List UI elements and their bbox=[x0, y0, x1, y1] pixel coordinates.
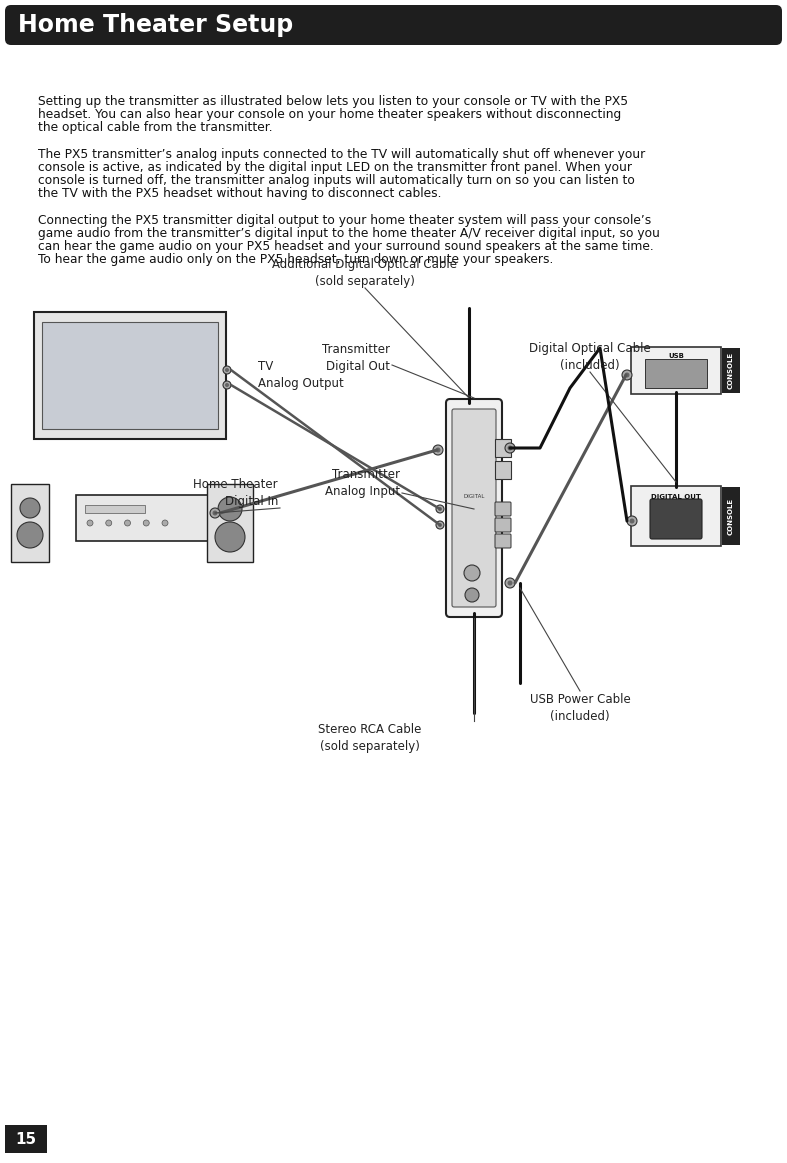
Circle shape bbox=[212, 511, 217, 515]
Circle shape bbox=[162, 520, 168, 526]
Circle shape bbox=[438, 507, 442, 511]
Circle shape bbox=[210, 508, 220, 518]
Text: Transmitter
Analog Input: Transmitter Analog Input bbox=[325, 468, 400, 498]
Circle shape bbox=[627, 516, 637, 526]
Text: the TV with the PX5 headset without having to disconnect cables.: the TV with the PX5 headset without havi… bbox=[38, 187, 442, 200]
Circle shape bbox=[436, 521, 444, 529]
Text: console is active, as indicated by the digital input LED on the transmitter fron: console is active, as indicated by the d… bbox=[38, 160, 632, 174]
Text: Stereo RCA Cable
(sold separately): Stereo RCA Cable (sold separately) bbox=[318, 723, 422, 752]
Text: can hear the game audio on your PX5 headset and your surround sound speakers at : can hear the game audio on your PX5 head… bbox=[38, 240, 654, 254]
Circle shape bbox=[143, 520, 150, 526]
Circle shape bbox=[433, 445, 443, 455]
Circle shape bbox=[630, 519, 634, 523]
Bar bbox=[85, 505, 145, 513]
Circle shape bbox=[20, 498, 40, 518]
Circle shape bbox=[438, 523, 442, 527]
Circle shape bbox=[505, 443, 515, 454]
FancyBboxPatch shape bbox=[495, 534, 511, 548]
FancyBboxPatch shape bbox=[495, 438, 511, 457]
Bar bbox=[5, 1125, 47, 1153]
Text: CONSOLE: CONSOLE bbox=[728, 351, 734, 388]
Text: Additional Digital Optical Cable
(sold separately): Additional Digital Optical Cable (sold s… bbox=[272, 258, 457, 288]
FancyBboxPatch shape bbox=[76, 495, 214, 541]
Text: DIGITAL: DIGITAL bbox=[464, 493, 485, 499]
Circle shape bbox=[622, 370, 632, 380]
Text: Setting up the transmitter as illustrated below lets you listen to your console : Setting up the transmitter as illustrate… bbox=[38, 95, 628, 108]
Circle shape bbox=[625, 372, 630, 378]
Circle shape bbox=[225, 368, 229, 372]
Text: 15: 15 bbox=[16, 1132, 36, 1147]
FancyBboxPatch shape bbox=[631, 347, 721, 393]
FancyBboxPatch shape bbox=[42, 321, 218, 428]
Circle shape bbox=[465, 588, 479, 602]
Text: the optical cable from the transmitter.: the optical cable from the transmitter. bbox=[38, 121, 272, 134]
Circle shape bbox=[223, 381, 231, 388]
Text: DIGITAL OUT: DIGITAL OUT bbox=[651, 494, 701, 500]
Circle shape bbox=[87, 520, 93, 526]
Circle shape bbox=[223, 366, 231, 374]
Text: game audio from the transmitter’s digital input to the home theater A/V receiver: game audio from the transmitter’s digita… bbox=[38, 227, 660, 240]
Circle shape bbox=[17, 522, 43, 548]
Text: Home Theater
Digital In: Home Theater Digital In bbox=[194, 478, 278, 508]
FancyBboxPatch shape bbox=[11, 484, 49, 562]
Text: Connecting the PX5 transmitter digital output to your home theater system will p: Connecting the PX5 transmitter digital o… bbox=[38, 214, 652, 227]
FancyBboxPatch shape bbox=[446, 399, 502, 618]
Circle shape bbox=[508, 580, 512, 585]
Circle shape bbox=[215, 522, 245, 552]
Circle shape bbox=[508, 445, 512, 450]
Circle shape bbox=[505, 578, 515, 588]
FancyBboxPatch shape bbox=[452, 409, 496, 607]
FancyBboxPatch shape bbox=[645, 358, 707, 387]
Text: Home Theater Setup: Home Theater Setup bbox=[18, 13, 294, 37]
FancyBboxPatch shape bbox=[495, 518, 511, 531]
FancyBboxPatch shape bbox=[650, 499, 702, 538]
FancyBboxPatch shape bbox=[631, 486, 721, 545]
Text: Digital Optical Cable
(included): Digital Optical Cable (included) bbox=[529, 342, 651, 372]
Text: CONSOLE: CONSOLE bbox=[728, 498, 734, 535]
Circle shape bbox=[124, 520, 131, 526]
Bar bbox=[722, 348, 740, 392]
Bar bbox=[722, 487, 740, 545]
FancyBboxPatch shape bbox=[5, 5, 782, 45]
FancyBboxPatch shape bbox=[207, 484, 253, 562]
FancyBboxPatch shape bbox=[495, 502, 511, 516]
Text: Transmitter
Digital Out: Transmitter Digital Out bbox=[322, 343, 390, 373]
FancyBboxPatch shape bbox=[34, 312, 226, 438]
Circle shape bbox=[435, 448, 441, 452]
Text: console is turned off, the transmitter analog inputs will automatically turn on : console is turned off, the transmitter a… bbox=[38, 174, 635, 187]
Circle shape bbox=[464, 565, 480, 582]
Text: TV
Analog Output: TV Analog Output bbox=[258, 361, 344, 390]
Text: headset. You can also hear your console on your home theater speakers without di: headset. You can also hear your console … bbox=[38, 108, 621, 121]
Text: To hear the game audio only on the PX5 headset, turn down or mute your speakers.: To hear the game audio only on the PX5 h… bbox=[38, 254, 553, 266]
Text: USB Power Cable
(included): USB Power Cable (included) bbox=[530, 693, 630, 723]
Text: USB: USB bbox=[668, 354, 684, 359]
FancyBboxPatch shape bbox=[495, 461, 511, 479]
Circle shape bbox=[436, 505, 444, 513]
Circle shape bbox=[225, 383, 229, 387]
Circle shape bbox=[218, 497, 242, 521]
Circle shape bbox=[105, 520, 112, 526]
Text: The PX5 transmitter’s analog inputs connected to the TV will automatically shut : The PX5 transmitter’s analog inputs conn… bbox=[38, 148, 645, 160]
